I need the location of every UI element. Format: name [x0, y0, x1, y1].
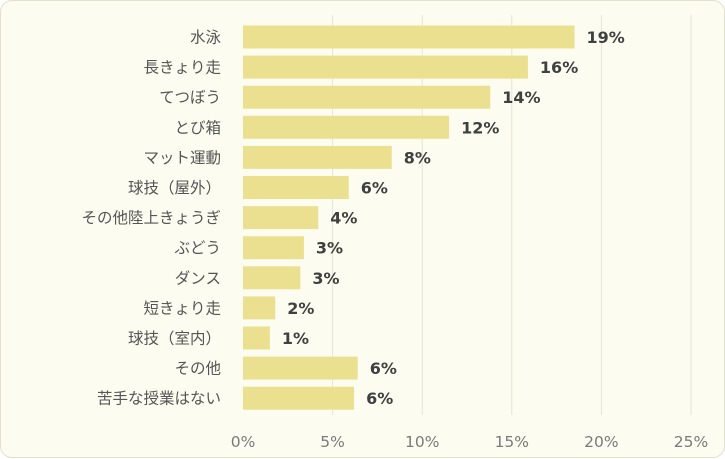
x-axis-tick-labels: 0% 5% 10% 15% 20% 25% — [231, 433, 709, 451]
bar — [243, 25, 575, 49]
bar — [243, 296, 276, 320]
category-label: 球技（屋外） — [128, 179, 221, 197]
data-label: 6% — [370, 359, 397, 378]
data-label: 3% — [312, 269, 339, 288]
bar — [243, 236, 304, 260]
bar — [243, 145, 392, 169]
data-label: 2% — [287, 299, 314, 318]
bar — [243, 206, 319, 230]
category-label: ぶどう — [174, 239, 221, 257]
category-label: 水泳 — [190, 29, 222, 47]
data-label: 6% — [361, 179, 388, 198]
bar — [243, 115, 450, 139]
x-tick-label: 25% — [674, 433, 708, 451]
category-label: 長きょり走 — [143, 59, 221, 77]
data-label: 19% — [587, 28, 625, 47]
category-label: ダンス — [175, 269, 221, 287]
bar — [243, 266, 301, 290]
category-label: てつぼう — [159, 89, 221, 107]
bar — [243, 176, 349, 199]
data-label: 4% — [330, 209, 357, 228]
bar — [243, 386, 355, 410]
x-tick-label: 5% — [320, 433, 345, 451]
data-label: 1% — [282, 329, 309, 348]
x-tick-label: 20% — [584, 433, 618, 451]
bars — [243, 25, 575, 410]
category-label: その他 — [174, 360, 221, 378]
bar — [243, 55, 528, 79]
bar — [243, 356, 358, 380]
data-label: 12% — [461, 118, 499, 137]
data-label: 8% — [404, 148, 431, 167]
bar — [243, 85, 491, 109]
data-label: 14% — [502, 88, 540, 107]
data-label: 3% — [316, 239, 343, 258]
x-tick-label: 10% — [405, 433, 439, 451]
x-tick-label: 0% — [231, 433, 256, 451]
grid-lines — [332, 15, 692, 415]
category-label: 球技（室内） — [128, 330, 221, 348]
bar — [243, 326, 270, 350]
category-label: マット運動 — [143, 149, 221, 167]
data-label: 16% — [540, 58, 578, 77]
x-tick-label: 15% — [495, 433, 529, 451]
category-label: 短きょり走 — [143, 299, 221, 317]
value-labels: 19%16%14%12%8%6%4%3%3%2%1%6%6% — [282, 28, 625, 408]
category-label: その他陸上きょうぎ — [81, 209, 221, 227]
category-label: とび箱 — [174, 119, 221, 137]
data-label: 6% — [366, 389, 393, 408]
category-label: 苦手な授業はない — [97, 390, 221, 408]
